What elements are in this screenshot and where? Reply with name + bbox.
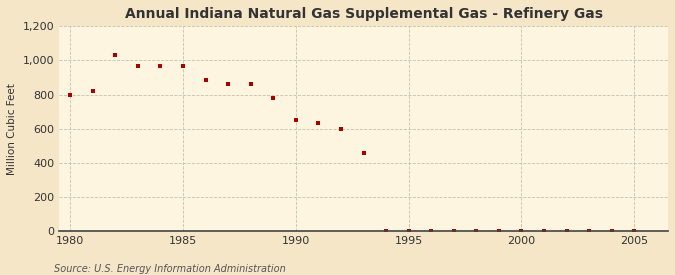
Title: Annual Indiana Natural Gas Supplemental Gas - Refinery Gas: Annual Indiana Natural Gas Supplemental … bbox=[124, 7, 603, 21]
Y-axis label: Million Cubic Feet: Million Cubic Feet bbox=[7, 83, 17, 175]
Text: Source: U.S. Energy Information Administration: Source: U.S. Energy Information Administ… bbox=[54, 264, 286, 274]
